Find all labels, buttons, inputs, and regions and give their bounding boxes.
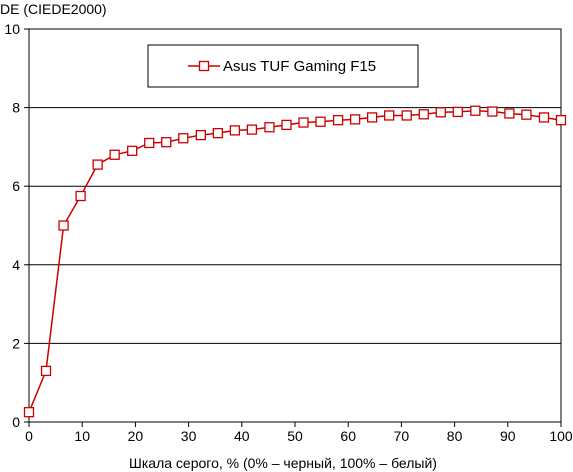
y-tick-label: 8 <box>12 100 20 116</box>
x-axis-ticks: 0 10 20 30 40 50 60 70 80 90 100 <box>25 422 573 444</box>
data-point <box>75 190 86 202</box>
data-point <box>504 108 515 119</box>
x-tick-label: 20 <box>128 428 144 444</box>
data-point <box>58 220 69 231</box>
data-point <box>470 105 481 116</box>
x-tick-label: 40 <box>234 428 250 444</box>
y-tick-label: 4 <box>12 257 20 273</box>
series-layer <box>23 105 567 418</box>
y-axis-ticks: 0 2 4 6 8 10 <box>4 21 29 430</box>
x-axis-title: Шкала серого, % (0% – черный, 100% – бел… <box>129 455 437 471</box>
data-point <box>349 114 361 125</box>
x-tick-label: 30 <box>181 428 197 444</box>
data-point <box>264 122 275 133</box>
data-point <box>195 129 206 141</box>
y-axis-title: DE (CIEDE2000) <box>0 1 107 17</box>
data-point <box>366 112 378 123</box>
data-point <box>229 125 241 136</box>
data-point <box>281 119 292 131</box>
y-tick-label: 6 <box>12 178 20 194</box>
data-point <box>555 115 567 126</box>
data-point <box>538 112 550 123</box>
data-point <box>435 107 446 118</box>
data-point <box>315 116 326 127</box>
data-point <box>109 149 120 160</box>
x-tick-label: 80 <box>447 428 463 444</box>
y-tick-label: 2 <box>12 335 20 351</box>
data-point <box>246 124 258 135</box>
plot-area <box>28 28 562 423</box>
x-tick-label: 10 <box>74 428 90 444</box>
y-tick-label: 10 <box>4 21 20 37</box>
legend-marker <box>198 60 210 72</box>
data-point <box>92 159 103 170</box>
x-tick-label: 50 <box>287 428 303 444</box>
data-point <box>298 117 309 128</box>
data-point <box>161 137 172 148</box>
x-tick-label: 90 <box>500 428 516 444</box>
x-tick-label: 100 <box>549 428 573 444</box>
data-point <box>127 145 138 156</box>
data-point <box>144 137 155 149</box>
data-point <box>487 106 498 117</box>
y-tick-label: 0 <box>12 414 20 430</box>
data-point <box>521 109 532 120</box>
legend: Asus TUF Gaming F15 <box>147 44 419 88</box>
data-point <box>40 365 52 377</box>
data-point <box>23 407 35 418</box>
data-point <box>212 127 224 139</box>
data-point <box>178 133 189 144</box>
legend-label: Asus TUF Gaming F15 <box>223 58 376 75</box>
data-point <box>384 110 395 121</box>
data-point <box>452 106 463 118</box>
data-point <box>401 110 412 121</box>
x-tick-label: 60 <box>340 428 356 444</box>
x-tick-label: 70 <box>394 428 410 444</box>
data-point <box>332 115 344 126</box>
x-tick-label: 0 <box>25 428 33 444</box>
data-point <box>418 109 429 120</box>
